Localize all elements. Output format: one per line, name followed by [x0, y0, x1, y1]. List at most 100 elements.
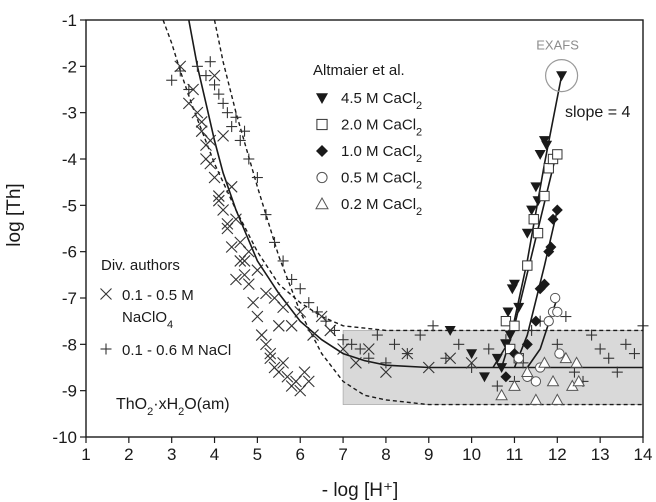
point-0-43-b: [217, 129, 229, 142]
point-0-19-b: [260, 338, 272, 351]
point-5-7: [552, 306, 563, 318]
point-1-12: [269, 236, 281, 248]
point-1-38: [568, 366, 580, 378]
x-axis-title: - log [H⁺]: [322, 480, 399, 501]
point-0-38: [422, 361, 435, 374]
point-1-55: [491, 380, 503, 392]
point-2-4: [496, 363, 508, 373]
point-1-14: [286, 273, 298, 285]
point-0-53-b: [212, 194, 225, 207]
point-0-46: [242, 245, 255, 258]
y-tick-label-9: -1: [62, 11, 77, 30]
point-4-5: [538, 278, 550, 290]
point-0-15: [242, 278, 255, 290]
point-0-30-b: [307, 329, 319, 341]
legend-altmaier-label-1-part-0: 2.0 M CaCl: [341, 117, 416, 134]
point-0-48-b: [260, 287, 272, 300]
x-tick-label-4: 5: [253, 445, 262, 464]
point-0-59-b: [264, 352, 277, 365]
point-1-28: [414, 329, 426, 341]
point-2-15: [534, 149, 546, 160]
legend-altmaier-marker-0: [316, 93, 328, 104]
legend-altmaier-label-0: 4.5 M CaCl2: [341, 90, 422, 112]
point-0-52-b: [294, 306, 307, 318]
point-0-33-b: [337, 343, 349, 355]
point-1-46: [230, 111, 242, 123]
point-4-3: [530, 315, 542, 327]
legend-div-marker-0: [100, 288, 112, 300]
point-2-1: [466, 349, 478, 360]
legend-altmaier-marker-2: [316, 145, 328, 157]
point-2-11: [521, 228, 533, 239]
point-0-11: [225, 241, 238, 253]
series-3: [500, 149, 563, 364]
legend-div-marker-0-b: [100, 288, 112, 300]
point-0-50-b: [277, 301, 289, 314]
x-tick-label-13: 14: [634, 445, 653, 464]
point-1-48: [560, 311, 572, 323]
legend-altmaier-label-2-part-1: 2: [416, 153, 422, 165]
point-0-17: [251, 310, 264, 323]
point-1-37: [551, 338, 563, 350]
point-3-0: [500, 315, 512, 327]
point-6-5: [546, 374, 560, 387]
point-1-22: [354, 343, 366, 355]
point-0-38-b: [422, 361, 435, 374]
point-1-6: [217, 97, 229, 109]
curve-2: [213, 20, 643, 406]
series-5: [513, 292, 565, 387]
legend-altmaier-label-1-part-1: 2: [416, 127, 422, 139]
x-tick-label-2: 3: [167, 445, 176, 464]
legend-div-label-1: 0.1 - 0.6 M NaCl: [122, 342, 231, 359]
point-5-8: [554, 348, 565, 359]
point-6-6: [550, 393, 564, 405]
point-0-60-b: [272, 319, 285, 332]
point-1-47: [239, 125, 251, 137]
x-tick-label-8: 9: [424, 445, 433, 464]
point-0-54-b: [204, 134, 217, 147]
point-1-29: [427, 320, 439, 332]
legend-div-label-0-line2-part-1: 4: [167, 319, 173, 331]
plot-frame: [85, 19, 644, 438]
point-1-19: [329, 324, 341, 336]
point-0-4-b: [195, 116, 208, 128]
point-6-10: [572, 374, 586, 387]
series-4: [500, 204, 563, 383]
point-0-56: [221, 217, 234, 230]
exafs-annotation: EXAFS: [536, 38, 579, 93]
point-1-30: [440, 352, 452, 364]
y-tick-label-2: -8: [62, 335, 77, 354]
point-2-10: [513, 302, 525, 313]
slope-label: slope = 4: [565, 104, 630, 121]
point-0-41: [200, 153, 212, 165]
phase-label-part-2: ·xH: [153, 396, 178, 413]
y-tick-label-0: -10: [52, 428, 77, 447]
x-tick-label-11: 12: [548, 445, 567, 464]
point-1-15: [294, 283, 306, 295]
point-0-42: [208, 69, 221, 82]
point-0-16: [247, 296, 259, 309]
series-1: [166, 56, 649, 392]
point-0-53: [212, 194, 225, 207]
point-0-55: [195, 125, 208, 138]
phase-label-part-3: 2: [178, 406, 184, 418]
point-0-41-b: [200, 153, 212, 165]
point-0-22-b: [272, 366, 285, 379]
point-0-43: [217, 129, 229, 142]
point-2-7: [504, 330, 516, 341]
point-0-48: [260, 287, 272, 300]
x-tick-label-6: 7: [338, 445, 347, 464]
series-0: [174, 60, 478, 397]
y-tick-label-4: -6: [62, 243, 77, 262]
markers-layer: [166, 56, 649, 405]
point-1-31: [453, 338, 465, 350]
point-1-44: [213, 88, 225, 100]
point-6-3: [529, 393, 543, 405]
x-tick-label-3: 4: [210, 445, 219, 464]
point-0-8-b: [212, 190, 225, 202]
y-tick-label-8: -2: [62, 57, 77, 76]
point-1-4: [200, 70, 212, 82]
point-0-45-b: [234, 236, 247, 249]
point-1-45: [221, 107, 233, 119]
